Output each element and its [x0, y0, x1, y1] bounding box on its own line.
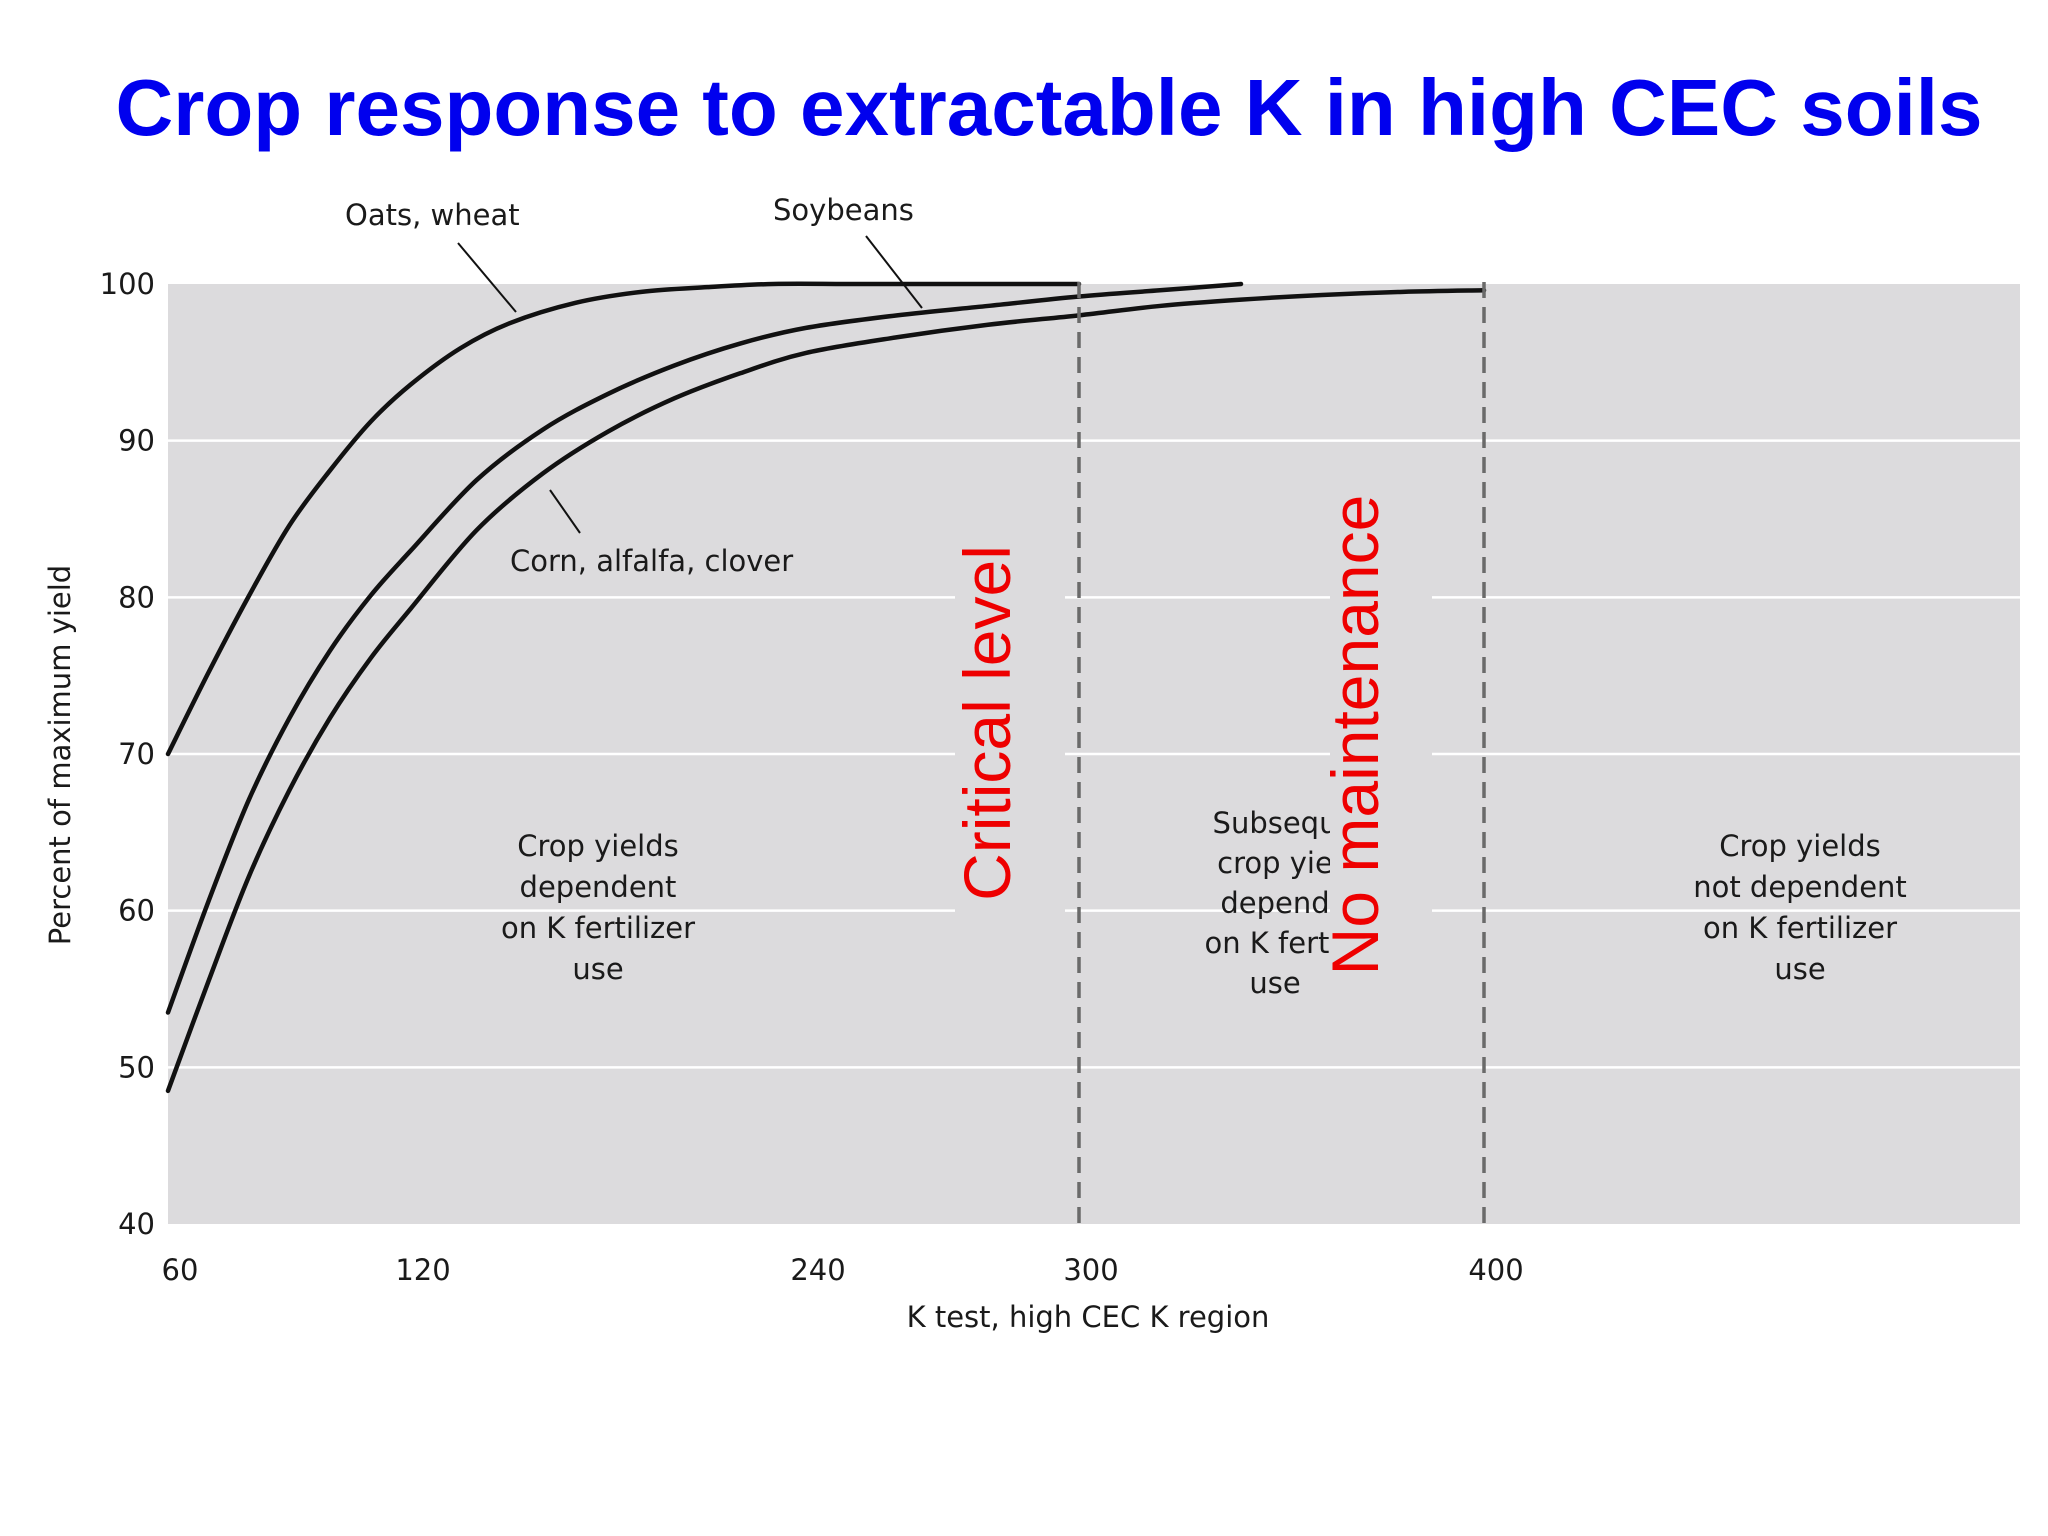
chart-labels: Oats, wheat Soybeans Corn, alfalfa, clover… [345, 193, 1907, 1000]
series-line [165, 281, 1244, 1015]
threshold-label-backdrop [1330, 485, 1432, 985]
threshold-label: Critical level [950, 545, 1024, 901]
region-annotation-line: dependent [520, 870, 677, 904]
y-tick-label: 40 [118, 1207, 155, 1241]
axes: 40 50 60 70 80 90 100 60 120 240 300 400 K test, hig… [43, 267, 1524, 1334]
x-tick-label: 60 [162, 1253, 199, 1287]
gridlines [168, 439, 2020, 1069]
region-annotation-line: Crop yields [517, 829, 679, 863]
region-annotation-line: Subsequ [1213, 806, 1338, 840]
x-tick-label: 240 [790, 1253, 845, 1287]
region-annotation-line: use [1774, 952, 1825, 986]
region-annotation-line: on K fertilizer [501, 911, 695, 945]
x-tick-label: 120 [395, 1253, 450, 1287]
region-annotation-line: not dependent [1693, 870, 1907, 904]
y-tick-label: 50 [118, 1050, 155, 1084]
region-annotation-line: Crop yields [1719, 829, 1881, 863]
series-label: Corn, alfalfa, clover [510, 544, 793, 578]
leader-line [865, 235, 923, 309]
region-annotation-line: on K fertilizer [1703, 911, 1897, 945]
leader-line [549, 489, 581, 534]
region-annotation: Crop yields dependent on K fertilizer use [501, 829, 695, 986]
region-annotation-line: on K fertil [1204, 926, 1345, 960]
y-tick-label: 70 [118, 737, 155, 771]
x-tick-label: 400 [1468, 1253, 1523, 1287]
threshold-label-backdrop [955, 520, 1065, 935]
region-annotation-line: use [572, 952, 623, 986]
series-label: Soybeans [773, 193, 914, 227]
threshold-label: No maintenance [1318, 495, 1392, 976]
threshold-lines [1077, 282, 1486, 1226]
series-lines [165, 281, 1487, 1094]
region-annotation-line: use [1249, 966, 1300, 1000]
x-axis-title: K test, high CEC K region [907, 1300, 1270, 1334]
leader-line [457, 242, 517, 313]
y-tick-label: 60 [118, 894, 155, 928]
series-label: Oats, wheat [345, 198, 520, 232]
region-annotation: Crop yields not dependent on K fertilizer u… [1693, 829, 1907, 986]
y-tick-label: 90 [118, 424, 155, 458]
y-tick-label: 80 [118, 580, 155, 614]
series-line [165, 288, 1487, 1094]
y-tick-label: 100 [100, 267, 155, 301]
series-line [165, 281, 1082, 757]
region-annotation-line: depend [1220, 886, 1329, 920]
region-annotation: Subsequ crop yie depend on K fertil use [1204, 806, 1345, 1000]
x-tick-label: 300 [1063, 1253, 1118, 1287]
region-annotation-line: crop yie [1217, 846, 1333, 880]
page-title: Crop response to extractable K in high C… [115, 63, 1983, 152]
y-axis-title: Percent of maximum yield [43, 565, 77, 945]
